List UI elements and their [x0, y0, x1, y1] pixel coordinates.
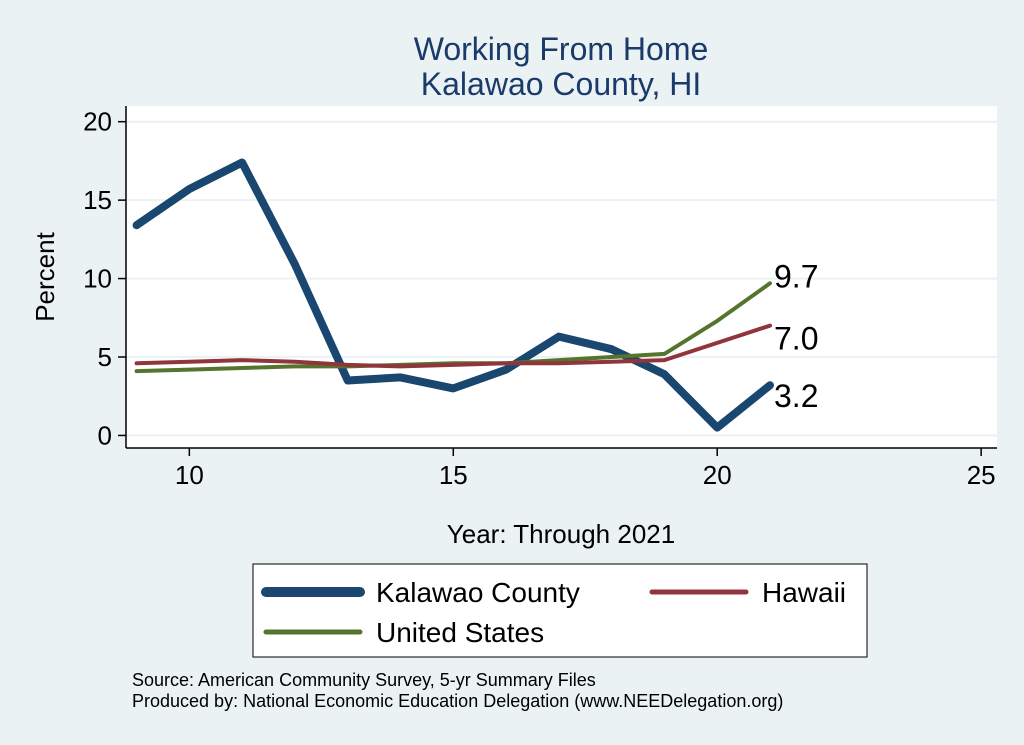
source-note: Source: American Community Survey, 5-yr …	[132, 670, 596, 690]
end-label-united-states: 9.7	[774, 258, 818, 294]
chart-title-line-1: Working From Home	[414, 31, 709, 67]
axes: 0 5 10 15 20 10 15 20 25	[83, 106, 997, 490]
legend-label-united-states: United States	[376, 617, 544, 648]
end-label-kalawao-county: 3.2	[774, 378, 818, 414]
y-tick-label: 20	[83, 107, 112, 137]
grid	[126, 120, 997, 437]
series-group	[132, 158, 774, 432]
x-tick-label: 10	[175, 460, 204, 490]
chart-title-line-2: Kalawao County, HI	[421, 66, 701, 102]
y-tick-label: 15	[83, 185, 112, 215]
y-tick-label: 0	[98, 420, 112, 450]
producer-note: Produced by: National Economic Education…	[132, 691, 784, 711]
legend: Kalawao County Hawaii United States	[252, 563, 868, 658]
legend-box	[252, 563, 868, 658]
end-label-hawaii: 7.0	[774, 321, 818, 357]
series-line-kalawao-county	[132, 158, 774, 432]
y-tick-label: 5	[98, 342, 112, 372]
legend-label-kalawao-county: Kalawao County	[376, 577, 580, 608]
legend-label-hawaii: Hawaii	[762, 577, 846, 608]
legend-items: Kalawao County Hawaii United States	[261, 577, 846, 648]
x-tick-label: 25	[967, 460, 996, 490]
series-line-hawaii	[134, 323, 772, 369]
end-labels: 3.2 7.0 9.7	[774, 258, 818, 414]
y-tick-label: 10	[83, 264, 112, 294]
plot-area	[126, 106, 997, 448]
x-tick-label: 15	[439, 460, 468, 490]
y-axis-title: Percent	[30, 231, 60, 321]
x-tick-label: 20	[703, 460, 732, 490]
x-axis-title: Year: Through 2021	[447, 519, 675, 549]
